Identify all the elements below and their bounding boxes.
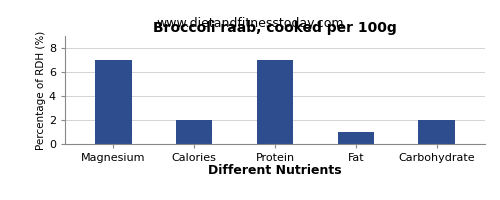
Text: www.dietandfitnesstoday.com: www.dietandfitnesstoday.com (156, 18, 344, 30)
Y-axis label: Percentage of RDH (%): Percentage of RDH (%) (36, 30, 46, 150)
X-axis label: Different Nutrients: Different Nutrients (208, 164, 342, 177)
Bar (338, 132, 374, 144)
Title: Broccoli raab, cooked per 100g: Broccoli raab, cooked per 100g (153, 21, 397, 35)
Bar (96, 60, 132, 144)
Bar (257, 60, 293, 144)
Bar (176, 120, 212, 144)
Bar (418, 120, 454, 144)
